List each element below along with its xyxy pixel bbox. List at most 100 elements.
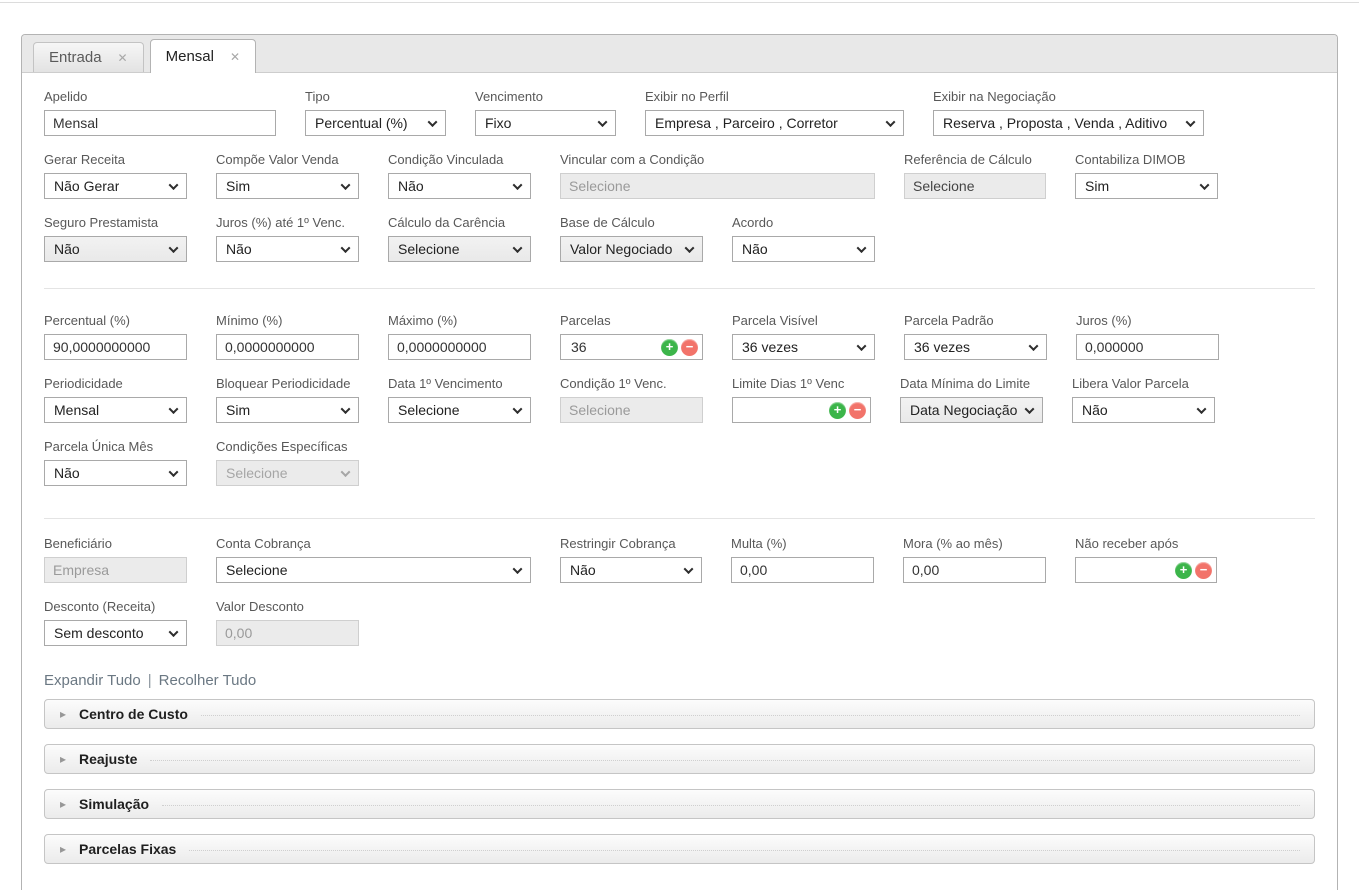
libera-valor-parcela-select[interactable]: Não xyxy=(1072,397,1215,423)
exibir-na-negociacao-select[interactable]: Reserva , Proposta , Venda , Aditivo xyxy=(933,110,1204,136)
condicao-vinculada-select[interactable]: Não xyxy=(388,173,531,199)
accordion-simulacao[interactable]: ▸ Simulação xyxy=(44,789,1315,819)
seguro-prestamista-select[interactable]: Não xyxy=(44,236,187,262)
compoe-valor-venda-field: Compõe Valor Venda Sim xyxy=(216,152,359,199)
tab-mensal[interactable]: Mensal ✕ xyxy=(150,39,256,73)
juros-field: Juros (%) xyxy=(1076,313,1219,360)
chevron-down-icon xyxy=(598,117,608,127)
chevron-down-icon xyxy=(857,243,867,253)
accordion-parcelas-fixas[interactable]: ▸ Parcelas Fixas xyxy=(44,834,1315,864)
periodicidade-label: Periodicidade xyxy=(44,376,187,392)
minimo-input[interactable] xyxy=(216,334,359,360)
nao-receber-apos-label: Não receber após xyxy=(1075,536,1217,552)
accordion-centro-de-custo[interactable]: ▸ Centro de Custo xyxy=(44,699,1315,729)
parcela-visivel-select[interactable]: 36 vezes xyxy=(732,334,875,360)
accordion-reajuste[interactable]: ▸ Reajuste xyxy=(44,744,1315,774)
percentual-label: Percentual (%) xyxy=(44,313,187,329)
periodicidade-field: Periodicidade Mensal xyxy=(44,376,187,423)
plus-circle-icon[interactable]: + xyxy=(1175,562,1192,579)
desconto-receita-label: Desconto (Receita) xyxy=(44,599,187,615)
beneficiario-field: Beneficiário xyxy=(44,536,187,583)
bloquear-periodicidade-select[interactable]: Sim xyxy=(216,397,359,423)
parcela-visivel-label: Parcela Visível xyxy=(732,313,875,329)
parcelas-input[interactable] xyxy=(569,338,658,356)
contabiliza-dimob-select[interactable]: Sim xyxy=(1075,173,1218,199)
maximo-input[interactable] xyxy=(388,334,531,360)
nao-receber-apos-input[interactable] xyxy=(1084,561,1172,579)
percentual-input[interactable] xyxy=(44,334,187,360)
vincular-com-condicao-label: Vincular com a Condição xyxy=(560,152,875,168)
bloquear-periodicidade-field: Bloquear Periodicidade Sim xyxy=(216,376,359,423)
chevron-down-icon xyxy=(341,180,351,190)
tipo-field: Tipo Percentual (%) xyxy=(305,89,446,136)
multa-field: Multa (%) xyxy=(731,536,874,583)
chevron-down-icon xyxy=(685,243,695,253)
collapse-all-link[interactable]: Recolher Tudo xyxy=(159,672,257,689)
exibir-na-negociacao-label: Exibir na Negociação xyxy=(933,89,1204,105)
tipo-select[interactable]: Percentual (%) xyxy=(305,110,446,136)
acordo-select[interactable]: Não xyxy=(732,236,875,262)
minus-circle-icon[interactable]: − xyxy=(849,402,866,419)
accordion-title: Parcelas Fixas xyxy=(79,841,176,857)
limite-dias-input[interactable] xyxy=(741,401,826,419)
triangle-right-icon: ▸ xyxy=(60,798,66,810)
chevron-down-icon xyxy=(513,404,523,414)
exibir-no-perfil-label: Exibir no Perfil xyxy=(645,89,904,105)
apelido-input[interactable] xyxy=(44,110,276,136)
parcela-padrao-select[interactable]: 36 vezes xyxy=(904,334,1047,360)
chevron-down-icon xyxy=(341,243,351,253)
parcela-padrao-label: Parcela Padrão xyxy=(904,313,1047,329)
chevron-down-icon xyxy=(1029,341,1039,351)
triangle-right-icon: ▸ xyxy=(60,843,66,855)
minus-circle-icon[interactable]: − xyxy=(681,339,698,356)
plus-circle-icon[interactable]: + xyxy=(829,402,846,419)
exibir-no-perfil-select[interactable]: Empresa , Parceiro , Corretor xyxy=(645,110,904,136)
mora-input[interactable] xyxy=(903,557,1046,583)
data-minima-limite-select[interactable]: Data Negociação xyxy=(900,397,1043,423)
exibir-no-perfil-field: Exibir no Perfil Empresa , Parceiro , Co… xyxy=(645,89,904,136)
chevron-down-icon xyxy=(1197,404,1207,414)
base-de-calculo-select[interactable]: Valor Negociado xyxy=(560,236,703,262)
restringir-cobranca-field: Restringir Cobrança Não xyxy=(560,536,702,583)
tab-entrada-label: Entrada xyxy=(49,49,102,66)
desconto-receita-select[interactable]: Sem desconto xyxy=(44,620,187,646)
tab-entrada[interactable]: Entrada ✕ xyxy=(33,42,144,72)
chevron-down-icon xyxy=(169,243,179,253)
form-row: Beneficiário Conta Cobrança Selecione Re… xyxy=(44,536,1315,583)
restringir-cobranca-label: Restringir Cobrança xyxy=(560,536,702,552)
chevron-down-icon xyxy=(169,404,179,414)
calculo-da-carencia-select[interactable]: Selecione xyxy=(388,236,531,262)
condicoes-especificas-select: Selecione xyxy=(216,460,359,486)
periodicidade-select[interactable]: Mensal xyxy=(44,397,187,423)
conta-cobranca-field: Conta Cobrança Selecione xyxy=(216,536,531,583)
minus-circle-icon[interactable]: − xyxy=(1195,562,1212,579)
close-icon[interactable]: ✕ xyxy=(230,51,240,63)
dotted-rule xyxy=(150,760,1300,761)
parcela-unica-mes-field: Parcela Única Mês Não xyxy=(44,439,187,486)
expand-all-link[interactable]: Expandir Tudo xyxy=(44,672,141,689)
triangle-right-icon: ▸ xyxy=(60,753,66,765)
plus-circle-icon[interactable]: + xyxy=(661,339,678,356)
parcela-unica-mes-select[interactable]: Não xyxy=(44,460,187,486)
data-1-vencimento-select[interactable]: Selecione xyxy=(388,397,531,423)
gerar-receita-select[interactable]: Não Gerar xyxy=(44,173,187,199)
compoe-valor-venda-select[interactable]: Sim xyxy=(216,173,359,199)
juros-input[interactable] xyxy=(1076,334,1219,360)
multa-input[interactable] xyxy=(731,557,874,583)
valor-desconto-input xyxy=(216,620,359,646)
parcelas-label: Parcelas xyxy=(560,313,703,329)
compoe-valor-venda-label: Compõe Valor Venda xyxy=(216,152,359,168)
vincular-com-condicao-field: Vincular com a Condição xyxy=(560,152,875,199)
chevron-down-icon xyxy=(684,564,694,574)
dotted-rule xyxy=(189,850,1300,851)
vencimento-select[interactable]: Fixo xyxy=(475,110,616,136)
restringir-cobranca-select[interactable]: Não xyxy=(560,557,702,583)
vincular-com-condicao-input xyxy=(560,173,875,199)
data-1-vencimento-field: Data 1º Vencimento Selecione xyxy=(388,376,531,423)
chevron-down-icon xyxy=(169,467,179,477)
parcelas-stepper: + − xyxy=(560,334,703,360)
conta-cobranca-select[interactable]: Selecione xyxy=(216,557,531,583)
juros-ate-1-venc-select[interactable]: Não xyxy=(216,236,359,262)
close-icon[interactable]: ✕ xyxy=(118,52,128,64)
data-minima-limite-label: Data Mínima do Limite xyxy=(900,376,1043,392)
